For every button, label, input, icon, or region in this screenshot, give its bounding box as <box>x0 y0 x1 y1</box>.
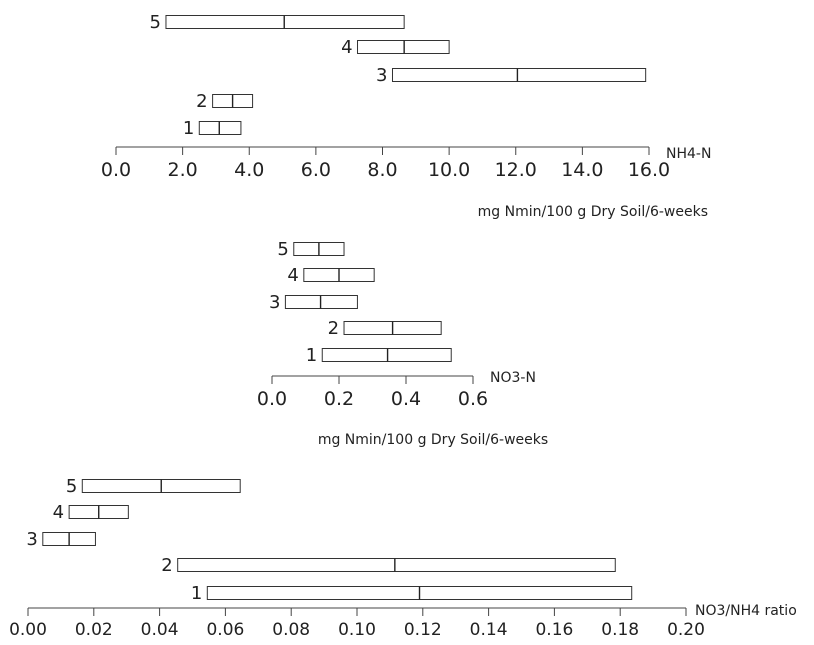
series-label: 2 <box>161 555 172 576</box>
series-label: 1 <box>183 118 194 139</box>
x-tick-label: 0.6 <box>458 388 488 410</box>
x-tick-label: 0.00 <box>9 620 47 640</box>
axis-end-label: NH4-N <box>666 146 711 162</box>
x-tick-label: 4.0 <box>234 159 264 181</box>
series-label: 1 <box>306 345 317 366</box>
range-box <box>165 15 405 29</box>
axis-end-label: NO3/NH4 ratio <box>695 603 797 619</box>
chart-ratio: 0.00 0.02 0.04 0.06 0.08 0.10 0.12 0.14 0.16 0.18… <box>9 476 797 640</box>
x-tick-label: 0.18 <box>601 620 639 640</box>
x-tick-label: 0.04 <box>141 620 179 640</box>
x-tick-label: 0.02 <box>75 620 113 640</box>
x-tick-label: 0.08 <box>272 620 310 640</box>
series-label: 2 <box>196 91 207 112</box>
series-label: 5 <box>277 239 288 260</box>
x-tick-label: 0.4 <box>391 388 421 410</box>
x-tick-label: 10.0 <box>428 159 470 181</box>
range-box <box>198 121 242 135</box>
x-tick-label: 12.0 <box>495 159 537 181</box>
series-label: 4 <box>287 265 298 286</box>
range-box <box>391 68 647 82</box>
range-box <box>284 295 358 309</box>
x-axis-title: mg Nmin/100 g Dry Soil/6-weeks <box>318 432 548 448</box>
series-label: 5 <box>66 476 77 497</box>
x-tick-label: 14.0 <box>561 159 603 181</box>
range-box <box>177 558 616 572</box>
series-label: 3 <box>269 292 280 313</box>
x-tick-label: 0.0 <box>101 159 131 181</box>
x-tick-label: 0.2 <box>324 388 354 410</box>
x-tick-label: 16.0 <box>628 159 670 181</box>
series-label: 3 <box>26 529 37 550</box>
x-tick-label: 2.0 <box>168 159 198 181</box>
x-axis-title: mg Nmin/100 g Dry Soil/6-weeks <box>478 204 708 220</box>
series-label: 4 <box>53 502 64 523</box>
series-label: 2 <box>328 318 339 339</box>
axis-end-label: NO3-N <box>490 370 536 386</box>
series-label: 4 <box>341 37 352 58</box>
series-label: 1 <box>191 583 202 604</box>
x-tick-label: 0.10 <box>338 620 376 640</box>
x-tick-label: 0.12 <box>404 620 442 640</box>
series-label: 5 <box>150 12 161 33</box>
x-tick-label: 0.16 <box>535 620 573 640</box>
x-tick-label: 0.20 <box>667 620 705 640</box>
x-tick-label: 0.06 <box>206 620 244 640</box>
x-tick-label: 0.0 <box>257 388 287 410</box>
x-tick-label: 6.0 <box>301 159 331 181</box>
series-label: 3 <box>376 65 387 86</box>
range-box <box>357 40 450 54</box>
x-tick-label: 0.14 <box>470 620 508 640</box>
range-box <box>321 348 452 362</box>
x-tick-label: 8.0 <box>367 159 397 181</box>
